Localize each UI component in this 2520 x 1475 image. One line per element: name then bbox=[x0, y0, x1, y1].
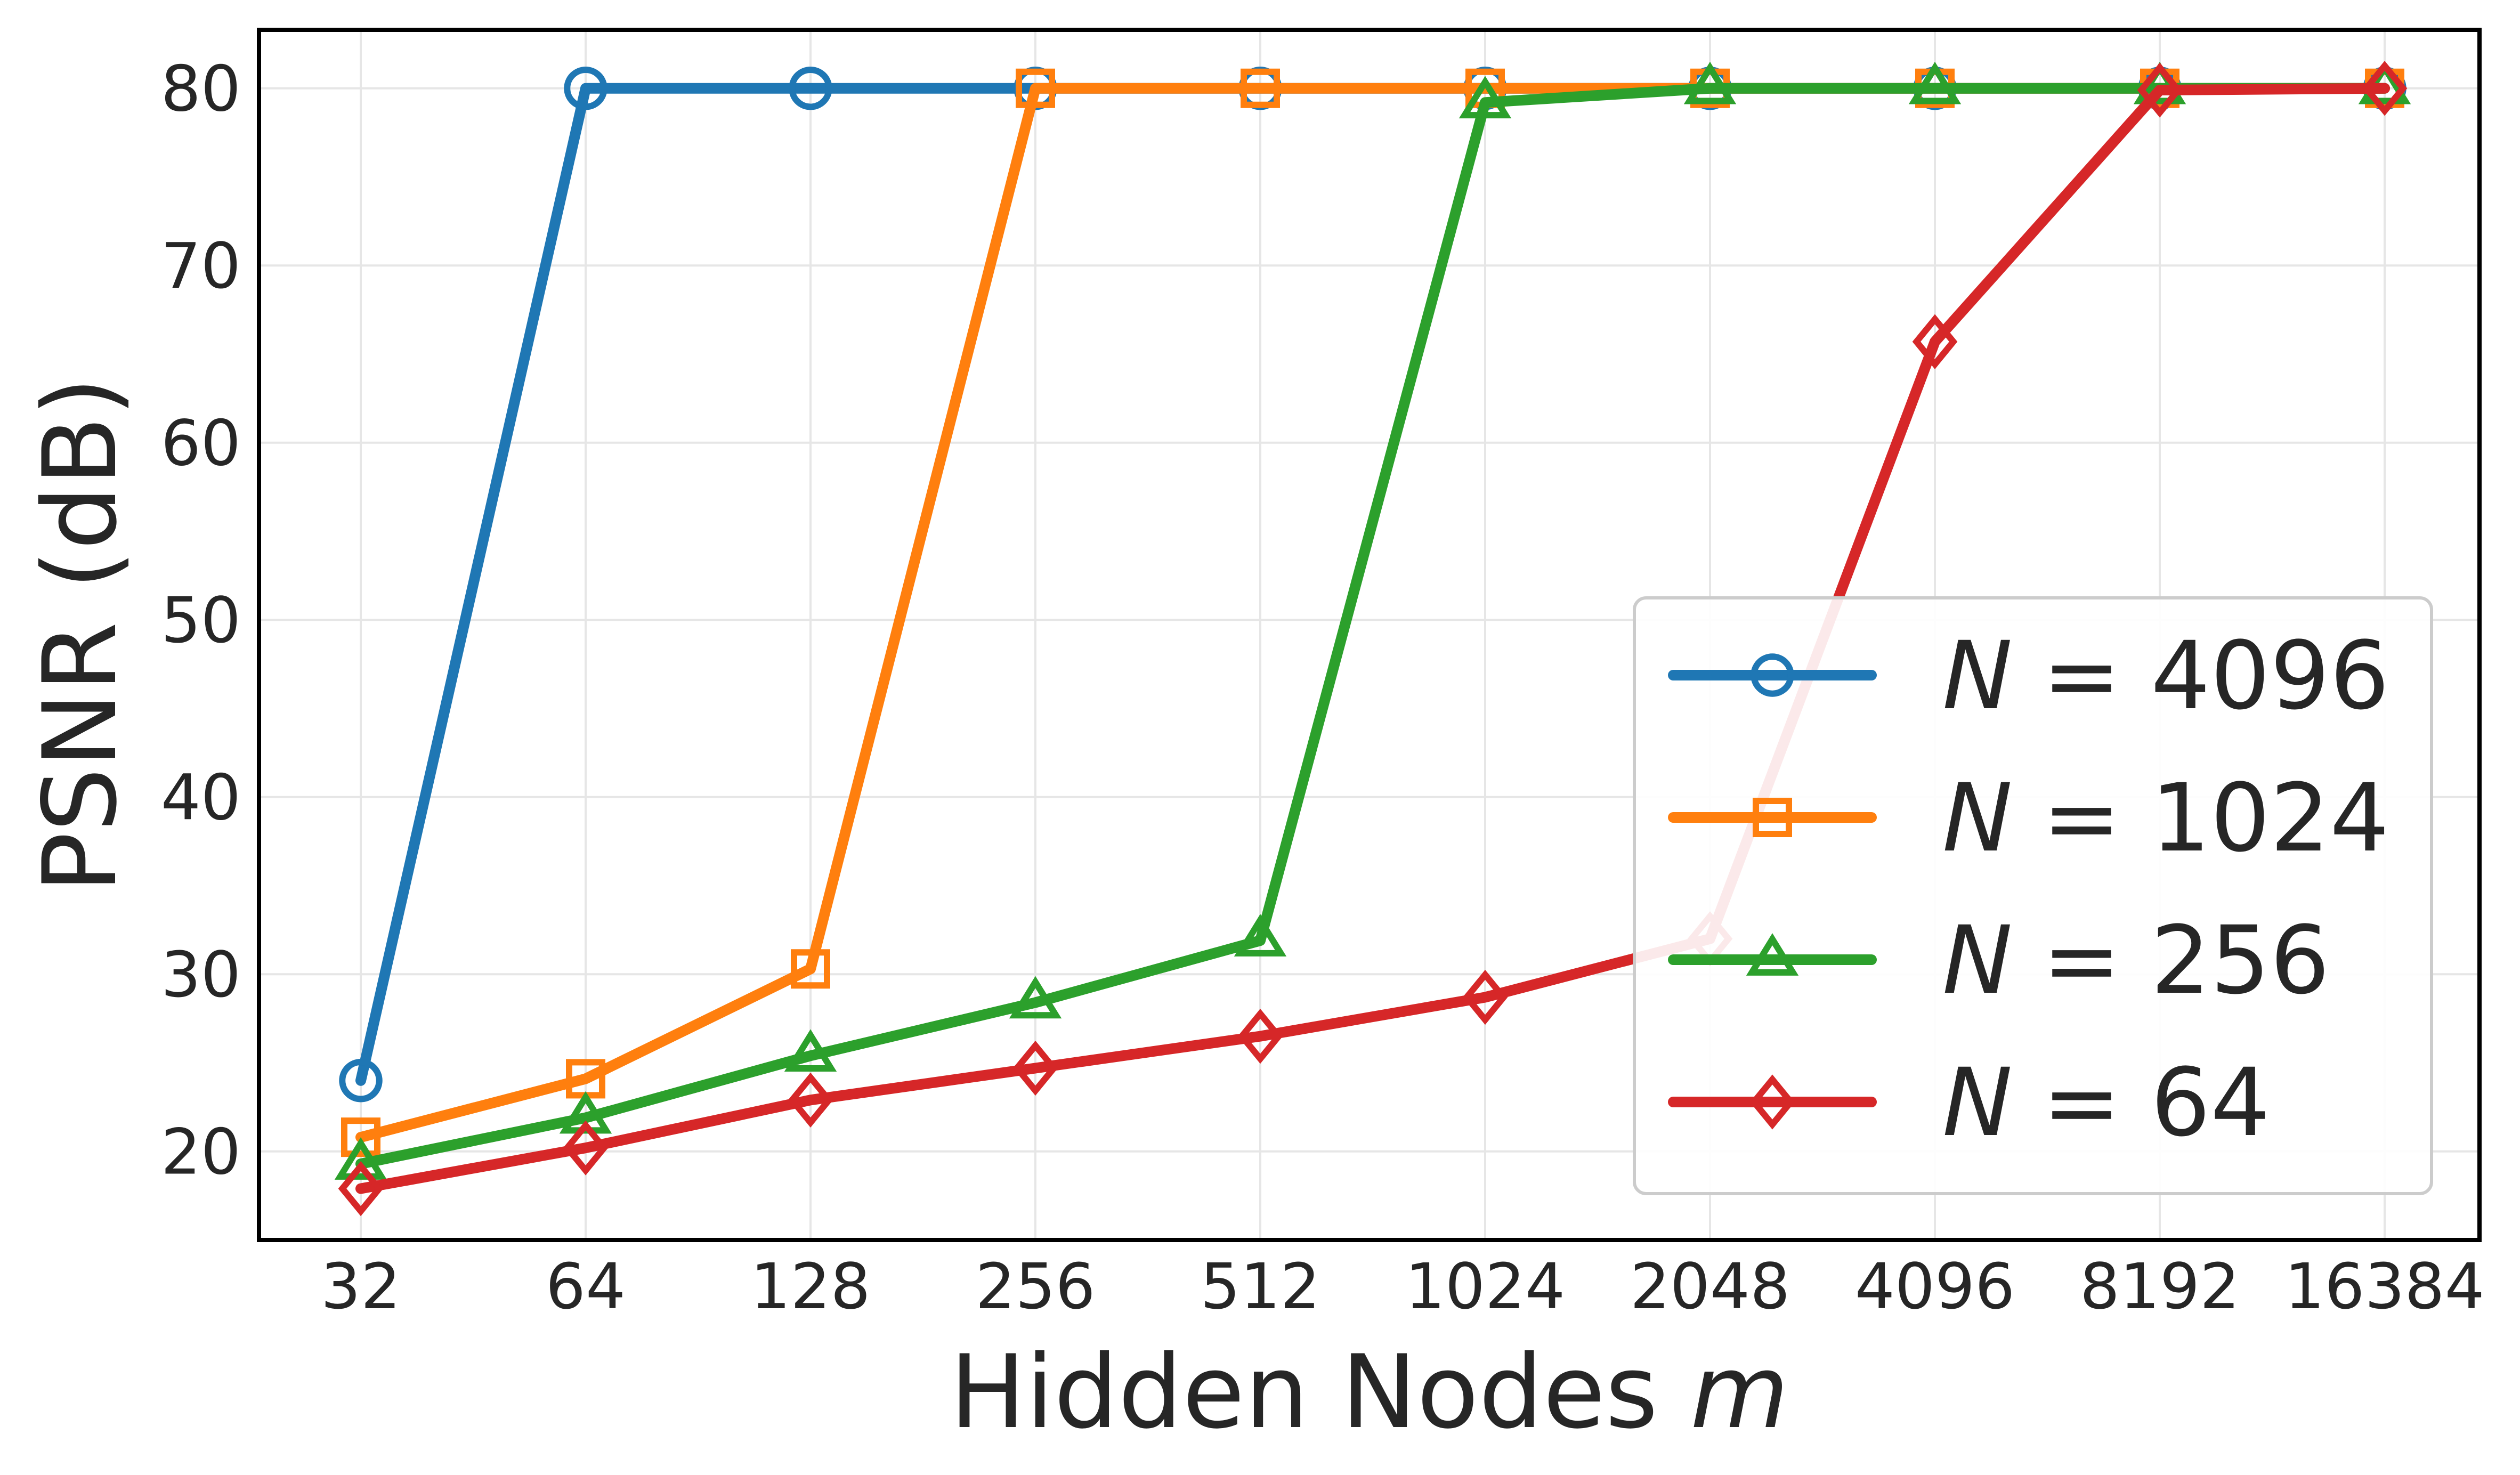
legend-entry: N = 1024 bbox=[1668, 764, 2389, 873]
legend-label: N = 4096 bbox=[1942, 621, 2389, 731]
plot-frame bbox=[257, 28, 2482, 1242]
diamond-marker bbox=[1912, 314, 1958, 369]
square-marker bbox=[791, 949, 830, 989]
series-line bbox=[355, 83, 2390, 1170]
x-tick-label: 16384 bbox=[2284, 1250, 2484, 1323]
diamond-marker bbox=[563, 1120, 609, 1176]
x-axis-label: Hidden Nodes m bbox=[950, 1333, 1789, 1451]
diamond-marker bbox=[338, 1161, 384, 1217]
y-tick-label: 30 bbox=[161, 938, 241, 1011]
diamond-marker bbox=[1462, 969, 1508, 1025]
triangle-marker bbox=[1683, 61, 1737, 104]
circle-marker bbox=[1751, 653, 1794, 697]
triangle-marker bbox=[1009, 976, 1062, 1019]
legend-entry: N = 256 bbox=[1668, 906, 2330, 1015]
triangle-marker bbox=[1458, 76, 1512, 119]
circle-marker bbox=[339, 1059, 383, 1103]
legend-label: N = 256 bbox=[1942, 906, 2330, 1015]
square-marker bbox=[1241, 68, 1280, 108]
legend-entry: N = 4096 bbox=[1668, 621, 2389, 731]
legend-label: N = 1024 bbox=[1942, 764, 2389, 873]
x-tick-label: 4096 bbox=[1855, 1250, 2015, 1323]
x-tick-label: 128 bbox=[750, 1250, 870, 1323]
y-tick-label: 40 bbox=[161, 761, 241, 834]
legend-box bbox=[1633, 596, 2433, 1195]
legend-entry: N = 64 bbox=[1668, 1048, 2270, 1157]
series-group bbox=[334, 61, 2411, 1217]
tick-labels: 32 64 128 256 512 1024 2048 4096 8192 16384 20 30 40… bbox=[161, 52, 2485, 1323]
diamond-marker bbox=[1237, 1008, 1283, 1064]
x-tick-label: 1024 bbox=[1405, 1250, 1565, 1323]
x-tick-label: 64 bbox=[546, 1250, 626, 1323]
x-tick-label: 8192 bbox=[2080, 1250, 2240, 1323]
y-tick-label: 50 bbox=[161, 583, 241, 657]
circle-marker bbox=[564, 67, 607, 110]
y-tick-label: 70 bbox=[161, 229, 241, 303]
legend-label: N = 64 bbox=[1942, 1048, 2270, 1157]
square-marker bbox=[1753, 798, 1792, 837]
x-tick-label: 256 bbox=[975, 1250, 1095, 1323]
y-tick-label: 80 bbox=[161, 52, 241, 126]
square-marker bbox=[1016, 68, 1055, 108]
triangle-marker bbox=[559, 1091, 612, 1134]
y-tick-label: 60 bbox=[161, 407, 241, 480]
series-64 bbox=[338, 61, 2408, 1217]
circle-marker bbox=[789, 67, 832, 110]
y-axis-label: PSNR (dB) bbox=[21, 377, 139, 893]
diamond-marker bbox=[2362, 61, 2408, 116]
diamond-marker bbox=[2137, 62, 2183, 118]
triangle-marker bbox=[1908, 61, 1962, 104]
legend: N = 4096 N = 1024 N = 256 N = 64 bbox=[1633, 596, 2433, 1195]
y-tick-label: 20 bbox=[161, 1115, 241, 1189]
triangle-marker bbox=[1746, 933, 1799, 976]
diamond-marker bbox=[1012, 1040, 1058, 1096]
diamond-marker bbox=[788, 1072, 833, 1128]
diamond-marker bbox=[1749, 1074, 1795, 1130]
triangle-marker bbox=[1234, 914, 1287, 957]
square-marker bbox=[341, 1117, 380, 1157]
x-tick-label: 2048 bbox=[1630, 1250, 1790, 1323]
x-tick-label: 512 bbox=[1200, 1250, 1320, 1323]
triangle-marker bbox=[784, 1029, 837, 1072]
series-256 bbox=[334, 61, 2411, 1180]
triangle-marker bbox=[334, 1137, 387, 1180]
x-tick-label: 32 bbox=[321, 1250, 401, 1323]
series-line bbox=[355, 83, 2390, 1194]
